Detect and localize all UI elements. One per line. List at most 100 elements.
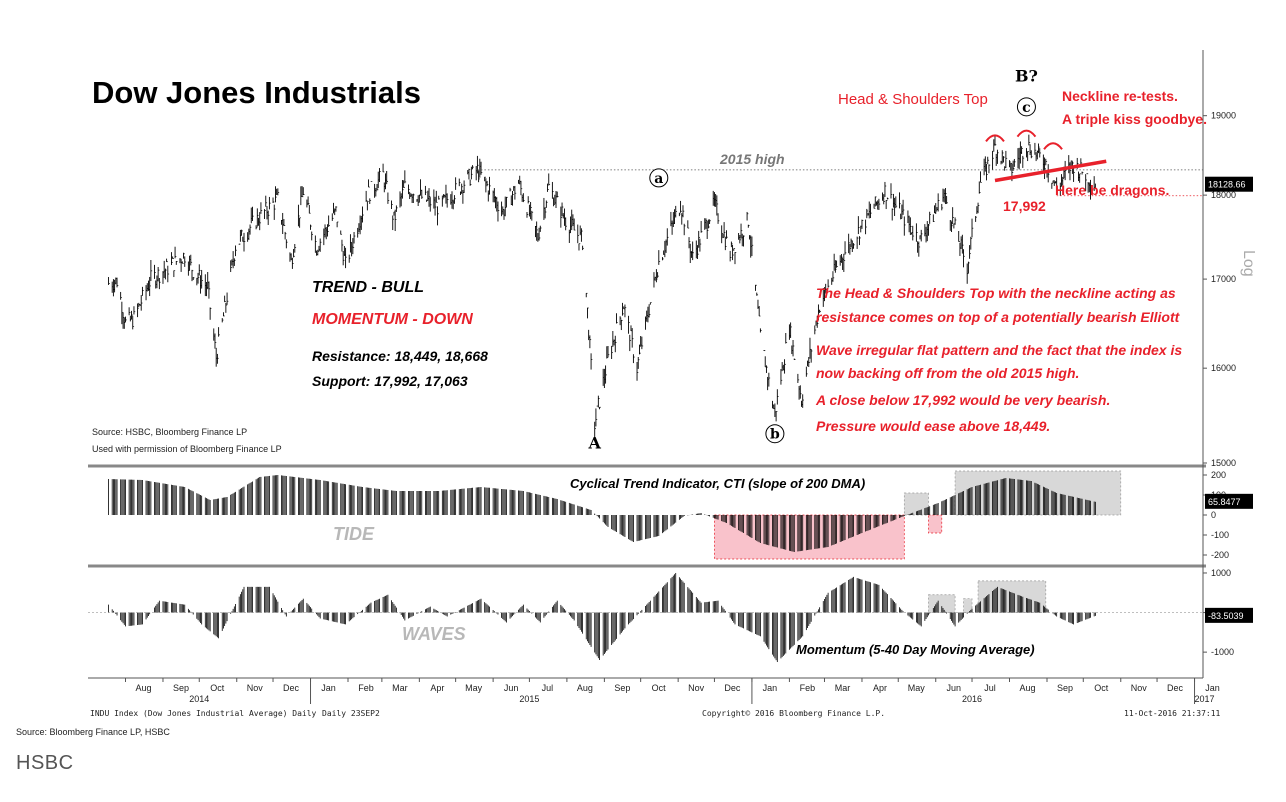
month-label: Apr	[430, 683, 444, 693]
shoulder-arc	[1043, 142, 1063, 150]
wave-label: A	[587, 433, 601, 452]
month-label: Oct	[210, 683, 225, 693]
cti-title: Cyclical Trend Indicator, CTI (slope of …	[570, 476, 865, 491]
month-label: Aug	[1019, 683, 1035, 693]
wave-label-circle	[765, 424, 785, 444]
wave-label-circle	[1016, 97, 1036, 117]
axes: 19000 18000 17000 16000 15000 200 1000 -100 -200…	[124, 111, 1257, 704]
footer-daily: Daily 23SEP2	[322, 709, 380, 718]
month-label: Jan	[1205, 683, 1220, 693]
wave-labels: a A b c B?	[587, 66, 1037, 452]
month-label: Sep	[173, 683, 189, 693]
month-label: Feb	[358, 683, 374, 693]
cti-axis-tick-label: -100	[1211, 530, 1229, 540]
footer-copyright: Copyright© 2016 Bloomberg Finance L.P.	[702, 709, 885, 718]
month-label: Jan	[763, 683, 778, 693]
price-last-value: 18128.66	[1208, 180, 1246, 190]
cti-axis-tick-label: 0	[1211, 510, 1216, 520]
footer-index: INDU Index (Dow Jones Industrial Average…	[90, 709, 317, 718]
support-label: Support: 17,992, 17,063	[312, 373, 468, 389]
cti-histogram	[108, 475, 1096, 552]
month-label: Sep	[614, 683, 630, 693]
momentum-label: MOMENTUM - DOWN	[312, 311, 473, 328]
price-series	[108, 134, 1097, 441]
wave-label: c	[1022, 100, 1031, 116]
cti-shaded-zone	[903, 492, 929, 516]
log-scale-label: Log	[1240, 250, 1257, 277]
cti-shaded-zone	[954, 470, 1122, 516]
month-label: Jun	[504, 683, 519, 693]
momentum-axis-tick-label: 1000	[1211, 568, 1231, 578]
month-label: Feb	[800, 683, 816, 693]
head-shoulders-label: Head & Shoulders Top	[838, 91, 988, 108]
year-label: 2015	[519, 694, 539, 704]
cti-shaded-zone	[714, 514, 905, 560]
commentary: The Head & Shoulders Top with the neckli…	[815, 285, 1182, 434]
momentum-histogram	[88, 572, 1203, 663]
trend-label: TREND - BULL	[312, 279, 424, 296]
shaded-zones	[714, 470, 1122, 613]
year-label: 2017	[1195, 694, 1215, 704]
commentary-line: Wave irregular flat pattern and the fact…	[816, 342, 1182, 358]
price-axis-tick-label: 19000	[1211, 111, 1236, 121]
month-label: Jun	[946, 683, 961, 693]
cti-shaded-zone	[928, 514, 943, 534]
reference-lines: 2015 high 17,992	[477, 129, 1203, 214]
dow-jones-chart: 2015 high 17,992 19000 18000 17000 16000 1500…	[88, 50, 1257, 718]
neckline-note-1: Neckline re-tests.	[1062, 88, 1178, 104]
price-axis-tick-label: 17000	[1211, 274, 1236, 284]
month-label: Nov	[1131, 683, 1148, 693]
month-label: Apr	[873, 683, 887, 693]
month-label: Mar	[835, 683, 851, 693]
neckline-note-2: A triple kiss goodbye.	[1062, 111, 1207, 127]
year-label: 2014	[189, 694, 209, 704]
month-label: May	[465, 683, 483, 693]
month-label: Nov	[247, 683, 264, 693]
wave-label: b	[770, 427, 780, 443]
dragons-note: Here be dragons.	[1055, 182, 1169, 198]
ref-label-2015-high: 2015 high	[719, 151, 785, 167]
month-label: Dec	[283, 683, 300, 693]
month-label: Jan	[321, 683, 336, 693]
brand-label: HSBC	[16, 752, 74, 774]
price-axis-tick-label: 15000	[1211, 458, 1236, 468]
panel-frames	[88, 50, 1206, 679]
tide-label: TIDE	[333, 524, 375, 544]
momentum-title: Momentum (5-40 Day Moving Average)	[796, 642, 1035, 657]
month-label: Aug	[135, 683, 151, 693]
chart-title: Dow Jones Industrials	[92, 75, 421, 110]
cti-last-value-box	[1205, 493, 1253, 509]
price-axis-tick-label: 16000	[1211, 363, 1236, 373]
price-axis-tick-label: 18000	[1211, 190, 1236, 200]
page-source: Source: Bloomberg Finance LP, HSBC	[16, 727, 170, 737]
wave-label: B?	[1015, 66, 1038, 85]
footer-timestamp: 11-Oct-2016 21:37:11	[1124, 709, 1221, 718]
chart-source-1: Source: HSBC, Bloomberg Finance LP	[92, 427, 247, 437]
chart-source-2: Used with permission of Bloomberg Financ…	[92, 444, 282, 454]
commentary-line: The Head & Shoulders Top with the neckli…	[816, 285, 1176, 301]
momentum-last-value-box	[1205, 607, 1253, 623]
wave-label: a	[654, 171, 663, 187]
shoulder-arc	[1016, 129, 1037, 138]
ref-label-support: 17,992	[1003, 198, 1046, 214]
cti-axis-tick-label: -200	[1211, 550, 1229, 560]
month-label: Aug	[577, 683, 593, 693]
month-label: Mar	[392, 683, 408, 693]
price-last-value-box	[1205, 176, 1253, 192]
waves-label: WAVES	[402, 624, 466, 644]
cti-last-value: 65.8477	[1208, 497, 1241, 507]
month-label: Oct	[1094, 683, 1109, 693]
wave-label-circle	[649, 168, 669, 188]
resistance-label: Resistance: 18,449, 18,668	[312, 348, 488, 364]
momentum-last-value: -83.5039	[1208, 611, 1244, 621]
neckline	[994, 159, 1107, 183]
month-label: Jul	[984, 683, 996, 693]
month-label: Oct	[652, 683, 667, 693]
month-label: Jul	[542, 683, 554, 693]
momentum-axis-tick-label: -1000	[1211, 647, 1234, 657]
commentary-line: A close below 17,992 would be very beari…	[815, 392, 1110, 408]
commentary-line: now backing off from the old 2015 high.	[816, 365, 1079, 381]
momentum-shaded-zone	[963, 598, 973, 613]
year-label: 2016	[962, 694, 982, 704]
cti-axis-tick-label: 200	[1211, 470, 1226, 480]
